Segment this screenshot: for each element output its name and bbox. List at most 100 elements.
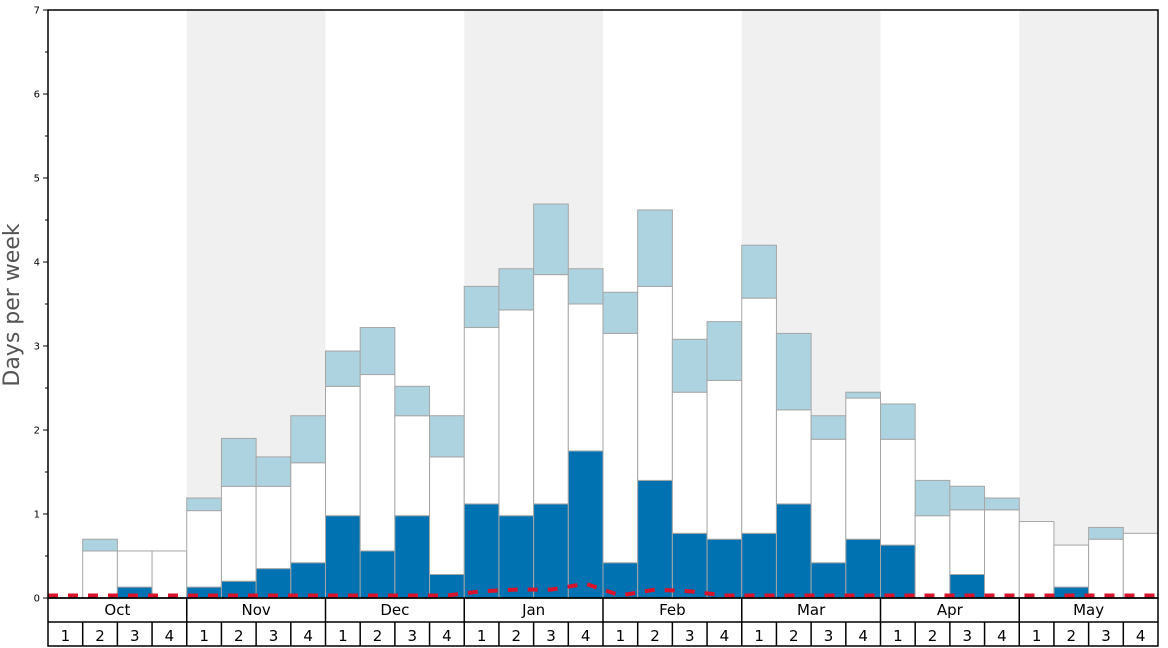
week-label: 4 [720, 627, 730, 645]
bar-segment-light [1088, 526, 1124, 540]
week-label: 3 [685, 627, 695, 645]
bar-segment-light [671, 338, 708, 393]
bar-segment-light [775, 332, 812, 411]
y-tick-label: 7 [34, 6, 40, 17]
week-label: 1 [893, 627, 903, 645]
bar-segment-white [1088, 538, 1124, 599]
y-tick-label: 3 [34, 342, 40, 353]
week-label: 4 [303, 627, 313, 645]
y-axis-title: Days per week [0, 223, 25, 386]
bar-segment-light [498, 268, 535, 311]
bar-segment-dark [810, 562, 847, 599]
bar-segment-white [463, 327, 500, 505]
bar-segment-dark [290, 562, 326, 599]
bar-segment-white [429, 456, 465, 575]
bar-segment-dark [880, 544, 916, 599]
week-label: 4 [442, 627, 452, 645]
bar-segment-dark [325, 515, 361, 599]
bar-segment-dark [671, 532, 708, 599]
week-label: 1 [754, 627, 764, 645]
week-label: 4 [165, 627, 175, 645]
bar-segment-light [741, 244, 777, 299]
trend-line-layer [48, 581, 1158, 598]
bar-segment-dark [498, 515, 535, 599]
week-label: 4 [1136, 627, 1146, 645]
bar-segment-light [914, 479, 951, 517]
bar-segment-white [290, 462, 326, 564]
y-tick-label: 1 [34, 510, 40, 521]
month-label-feb: Feb [659, 601, 686, 619]
bar-segment-white [1053, 544, 1090, 588]
month-label-nov: Nov [241, 601, 270, 619]
bar-segment-light [255, 456, 292, 487]
bar-segment-light [567, 268, 604, 305]
week-label: 2 [512, 627, 522, 645]
bars [82, 203, 1159, 599]
bar-segment-light [290, 415, 326, 464]
bar-segment-light [602, 291, 639, 334]
bar-segment-white [1018, 521, 1055, 599]
bar-segment-white [220, 485, 257, 582]
bar-segment-white [914, 515, 951, 599]
bar-segment-white [533, 274, 569, 505]
bar-segment-light [186, 497, 222, 512]
month-label-may: May [1073, 601, 1104, 619]
y-tick-label: 4 [34, 258, 40, 269]
week-label: 3 [962, 627, 972, 645]
bar-segment-light [949, 485, 986, 511]
bar-segment-white [186, 510, 222, 588]
y-tick-label: 5 [34, 174, 40, 185]
week-label: 4 [997, 627, 1007, 645]
bar-segment-light [325, 350, 361, 387]
bar-segment-dark [706, 538, 743, 599]
week-label: 3 [269, 627, 279, 645]
month-label-dec: Dec [380, 601, 409, 619]
bar-segment-white [671, 391, 708, 534]
trend-line [48, 581, 1158, 598]
month-label-mar: Mar [797, 601, 826, 619]
bar-segment-dark [637, 479, 673, 599]
bar-segment-white [602, 332, 639, 564]
bar-segment-dark [775, 503, 812, 599]
week-label: 2 [650, 627, 660, 645]
bar-segment-light [429, 415, 465, 458]
bar-segment-light [359, 327, 396, 376]
week-label: 2 [234, 627, 244, 645]
week-label: 2 [928, 627, 938, 645]
bar-segment-white [880, 438, 916, 546]
week-label: 2 [1067, 627, 1077, 645]
bar-segment-light [463, 285, 500, 329]
bar-segment-white [116, 550, 153, 588]
bar-segment-light [220, 437, 257, 487]
bar-segment-dark [359, 550, 396, 599]
bar-segment-dark [845, 538, 881, 599]
bar-segment-white [810, 438, 847, 564]
week-label: 1 [616, 627, 626, 645]
week-label: 1 [199, 627, 209, 645]
week-label: 1 [61, 627, 71, 645]
bar-segment-white [255, 485, 292, 570]
bar-segment-white [1122, 532, 1159, 599]
bar-segment-white [394, 415, 431, 517]
bar-segment-dark [463, 503, 500, 599]
bar-segment-light [984, 497, 1020, 511]
bar-segment-white [151, 550, 188, 599]
bar-segment-white [82, 550, 118, 599]
week-label: 4 [858, 627, 868, 645]
week-label: 4 [581, 627, 591, 645]
week-label: 3 [407, 627, 417, 645]
y-tick-label: 6 [34, 90, 40, 101]
week-label: 1 [338, 627, 348, 645]
x-axis: Oct Nov Dec Jan Feb Mar Apr May 1 2 3 4 1 2 3 4 1 2 3 4 1 2 3 4… [47, 597, 1159, 647]
bar-segment-light [810, 415, 847, 440]
bar-segment-white [949, 509, 986, 575]
week-label: 2 [95, 627, 105, 645]
week-label: 2 [789, 627, 799, 645]
bar-segment-white [984, 509, 1020, 599]
bar-segment-white [706, 379, 743, 540]
bar-segment-white [359, 374, 396, 552]
week-label: 2 [373, 627, 383, 645]
bar-segment-white [845, 397, 881, 540]
week-label: 1 [1032, 627, 1042, 645]
bar-segment-white [637, 285, 673, 481]
